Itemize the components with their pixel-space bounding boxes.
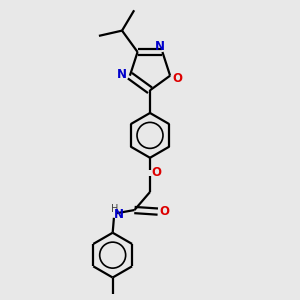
Text: N: N	[114, 208, 124, 221]
Text: O: O	[172, 72, 182, 85]
Text: O: O	[160, 205, 170, 218]
Text: N: N	[117, 68, 127, 81]
Text: H: H	[112, 204, 119, 214]
Text: O: O	[151, 166, 161, 179]
Text: N: N	[155, 40, 165, 53]
